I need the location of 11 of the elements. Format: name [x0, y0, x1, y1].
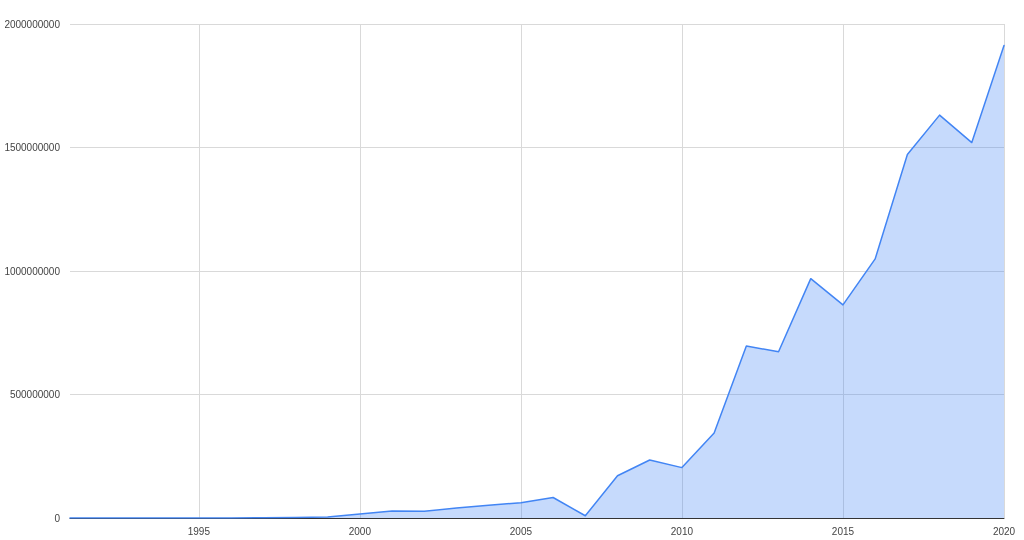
y-tick-label: 500000000: [9, 389, 61, 400]
y-tick-label: 2000000000: [4, 18, 61, 30]
x-tick-label: 2000: [348, 525, 372, 537]
x-tick-label: 2020: [992, 525, 1016, 537]
y-tick-label: 1500000000: [4, 142, 61, 153]
x-tick-label: 1995: [187, 525, 211, 537]
x-tick-label: 2015: [831, 525, 855, 537]
x-tick-label: 2005: [509, 525, 533, 537]
y-tick-label: 0: [54, 512, 61, 524]
x-tick-label: 2010: [670, 525, 694, 537]
y-tick-label: 1000000000: [4, 265, 61, 277]
